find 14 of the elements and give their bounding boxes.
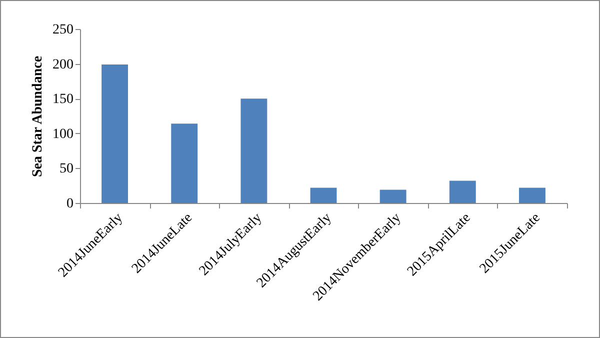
y-tick-label: 0: [66, 196, 74, 212]
bar: [102, 64, 128, 203]
bar: [171, 124, 198, 203]
y-tick-label: 50: [60, 162, 74, 177]
bar: [449, 180, 476, 203]
y-tick-label: 200: [52, 57, 74, 72]
y-tick-label: 250: [52, 22, 74, 38]
y-axis-title: Sea Star Abundance: [30, 56, 46, 178]
bar: [240, 98, 268, 203]
y-tick-label: 150: [52, 92, 74, 108]
y-tick-label: 100: [52, 126, 74, 142]
bar: [310, 188, 337, 203]
bar: [518, 188, 546, 203]
bar: [380, 190, 406, 203]
